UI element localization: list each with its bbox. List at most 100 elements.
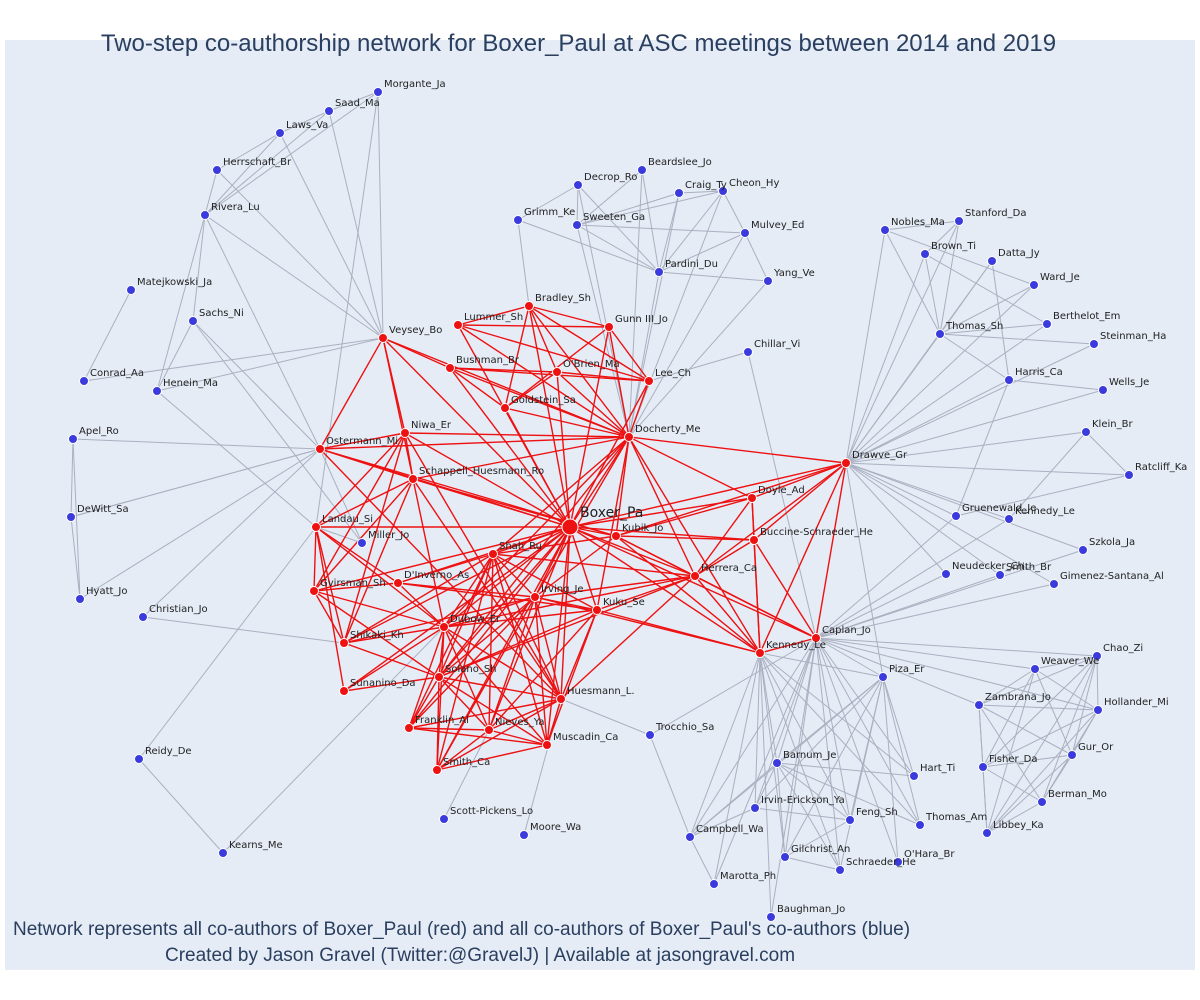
node-feng-sh[interactable] <box>845 815 855 825</box>
node-fisher-da[interactable] <box>978 762 988 772</box>
node-bushman-br[interactable] <box>445 363 455 373</box>
node-henein-ma[interactable] <box>152 386 162 396</box>
node-brown-ti[interactable] <box>920 249 930 259</box>
node-marotta-ph[interactable] <box>709 879 719 889</box>
node-barnum-je[interactable] <box>772 758 782 768</box>
node-beardslee-jo[interactable] <box>637 165 647 175</box>
node-goldstein-sa[interactable] <box>500 403 510 413</box>
node-saad-ma[interactable] <box>324 106 334 116</box>
node-franklin-al[interactable] <box>404 723 414 733</box>
node-mulvey-ed[interactable] <box>740 228 750 238</box>
node-szkola-ja[interactable] <box>1078 545 1088 555</box>
node-kubik-jo[interactable] <box>611 531 621 541</box>
node-ratcliff-ka[interactable] <box>1124 470 1134 480</box>
node-chillar-vi[interactable] <box>743 347 753 357</box>
node-neudecker-ch[interactable] <box>941 569 951 579</box>
node-kuku-se[interactable] <box>592 605 602 615</box>
node-bradley-sh[interactable] <box>524 301 534 311</box>
node-shah-ru[interactable] <box>488 549 498 559</box>
node-berman-mo[interactable] <box>1037 797 1047 807</box>
node-trocchio-sa[interactable] <box>645 730 655 740</box>
node-cheon-hy[interactable] <box>718 186 728 196</box>
node-gvirsman-sh[interactable] <box>309 586 319 596</box>
node-dewitt-sa[interactable] <box>66 512 76 522</box>
node-piza-er[interactable] <box>878 672 888 682</box>
node-miller-jo[interactable] <box>357 538 367 548</box>
node-klein-br[interactable] <box>1081 427 1091 437</box>
node-herrera-ca[interactable] <box>690 571 700 581</box>
node-gur-or[interactable] <box>1067 750 1077 760</box>
node-hart-ti[interactable] <box>909 771 919 781</box>
node-rivera-lu[interactable] <box>200 210 210 220</box>
node-pardini-du[interactable] <box>654 267 664 277</box>
node-morgante-ja[interactable] <box>373 87 383 97</box>
node-decrop-ro[interactable] <box>573 180 583 190</box>
node-laws-va[interactable] <box>275 128 285 138</box>
node-thomas-sh[interactable] <box>935 329 945 339</box>
node-yang-ve[interactable] <box>763 276 773 286</box>
node-d-inverno-as[interactable] <box>393 578 403 588</box>
node-o-hara-br[interactable] <box>893 857 903 867</box>
node-apel-ro[interactable] <box>68 434 78 444</box>
node-hyatt-jo[interactable] <box>75 594 85 604</box>
node-buccine-schraeder-he[interactable] <box>749 535 759 545</box>
node-lee-ch[interactable] <box>644 376 654 386</box>
node-gruenewald-je[interactable] <box>951 511 961 521</box>
node-nieves-ya[interactable] <box>484 725 494 735</box>
node-herrschaft-br[interactable] <box>212 165 222 175</box>
node-irving-je[interactable] <box>530 592 540 602</box>
node-libbey-ka[interactable] <box>982 828 992 838</box>
node-berthelot-em[interactable] <box>1042 319 1052 329</box>
node-chao-zi[interactable] <box>1092 651 1102 661</box>
node-wells-je[interactable] <box>1098 385 1108 395</box>
node-landau-si[interactable] <box>311 522 321 532</box>
node-schraeder-he[interactable] <box>835 865 845 875</box>
node-baughman-jo[interactable] <box>766 912 776 922</box>
node-kennedy-le2[interactable] <box>1004 514 1014 524</box>
node-weaver-we[interactable] <box>1030 664 1040 674</box>
node-lummer-sh[interactable] <box>453 320 463 330</box>
node-datta-jy[interactable] <box>987 256 997 266</box>
node-muscadin-ca[interactable] <box>542 740 552 750</box>
node-harris-ca[interactable] <box>1004 375 1014 385</box>
node-gunn-iii-jo[interactable] <box>604 322 614 332</box>
node-ward-je[interactable] <box>1029 280 1039 290</box>
node-smith-ca[interactable] <box>432 765 442 775</box>
node-docherty-me[interactable] <box>624 432 634 442</box>
node-gimenez-santana-al[interactable] <box>1049 579 1059 589</box>
node-huesmann-l[interactable] <box>556 694 566 704</box>
node-kennedy-le[interactable] <box>755 648 765 658</box>
node-gilchrist-an[interactable] <box>780 852 790 862</box>
node-moore-wa[interactable] <box>519 830 529 840</box>
node-reidy-de[interactable] <box>134 754 144 764</box>
node-irvin-erickson-ya[interactable] <box>750 803 760 813</box>
node-drawve-gr[interactable] <box>841 458 851 468</box>
node-sachs-ni[interactable] <box>188 316 198 326</box>
node-matejkowski-ja[interactable] <box>126 285 136 295</box>
node-stanford-da[interactable] <box>954 216 964 226</box>
node-conrad-aa[interactable] <box>79 376 89 386</box>
node-steinman-ha[interactable] <box>1089 339 1099 349</box>
node-o-brien-ma[interactable] <box>552 367 562 377</box>
node-thomas-am[interactable] <box>915 820 925 830</box>
node-craig-ty[interactable] <box>674 188 684 198</box>
node-ostermann-mi[interactable] <box>315 444 325 454</box>
node-grimm-ke[interactable] <box>513 215 523 225</box>
node-dubow-er[interactable] <box>439 622 449 632</box>
node-kearns-me[interactable] <box>218 848 228 858</box>
node-niwa-er[interactable] <box>400 428 410 438</box>
node-schappell-huesmann-ro[interactable] <box>408 474 418 484</box>
node-scott-pickens-lo[interactable] <box>439 814 449 824</box>
node-sunanino-da[interactable] <box>339 686 349 696</box>
node-campbell-wa[interactable] <box>685 832 695 842</box>
node-solano-sh[interactable] <box>434 672 444 682</box>
node-hollander-mi[interactable] <box>1093 705 1103 715</box>
node-christian-jo[interactable] <box>138 612 148 622</box>
node-sweeten-ga[interactable] <box>572 220 582 230</box>
node-shikaki-kh[interactable] <box>339 638 349 648</box>
node-doyle-ad[interactable] <box>747 493 757 503</box>
node-zambrana-jo[interactable] <box>974 700 984 710</box>
node-smith-br[interactable] <box>995 570 1005 580</box>
node-boxer-pa[interactable] <box>561 518 579 536</box>
node-veysey-bo[interactable] <box>378 333 388 343</box>
